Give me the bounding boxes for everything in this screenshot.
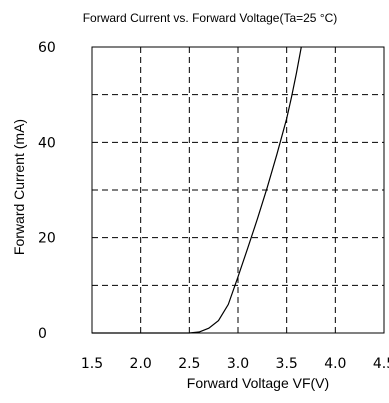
y-tick-label: 0 — [38, 326, 47, 342]
series-group — [92, 46, 302, 334]
x-tick-label: 2.0 — [130, 356, 152, 372]
y-tick-labels: 0 20 40 60 — [38, 40, 56, 342]
chart-title: Forward Current vs. Forward Voltage(Ta=2… — [83, 11, 338, 25]
x-tick-label: 1.5 — [81, 356, 103, 372]
plot-frame — [91, 46, 385, 334]
grid — [92, 47, 384, 333]
x-tick-labels: 1.5 2.0 2.5 3.0 3.5 4.0 4.5 — [81, 356, 389, 372]
x-tick-label: 4.5 — [373, 356, 389, 372]
x-tick-label: 3.0 — [227, 356, 249, 372]
y-tick-label: 40 — [38, 135, 56, 151]
x-tick-label: 2.5 — [178, 356, 200, 372]
y-tick-label: 60 — [38, 40, 56, 56]
x-tick-label: 3.5 — [276, 356, 298, 372]
y-tick-label: 20 — [38, 231, 56, 247]
x-tick-label: 4.0 — [324, 356, 346, 372]
y-axis-title: Forward Current (mA) — [11, 119, 27, 255]
x-axis-title: Forward Voltage VF(V) — [187, 375, 329, 391]
series-line — [92, 46, 302, 334]
